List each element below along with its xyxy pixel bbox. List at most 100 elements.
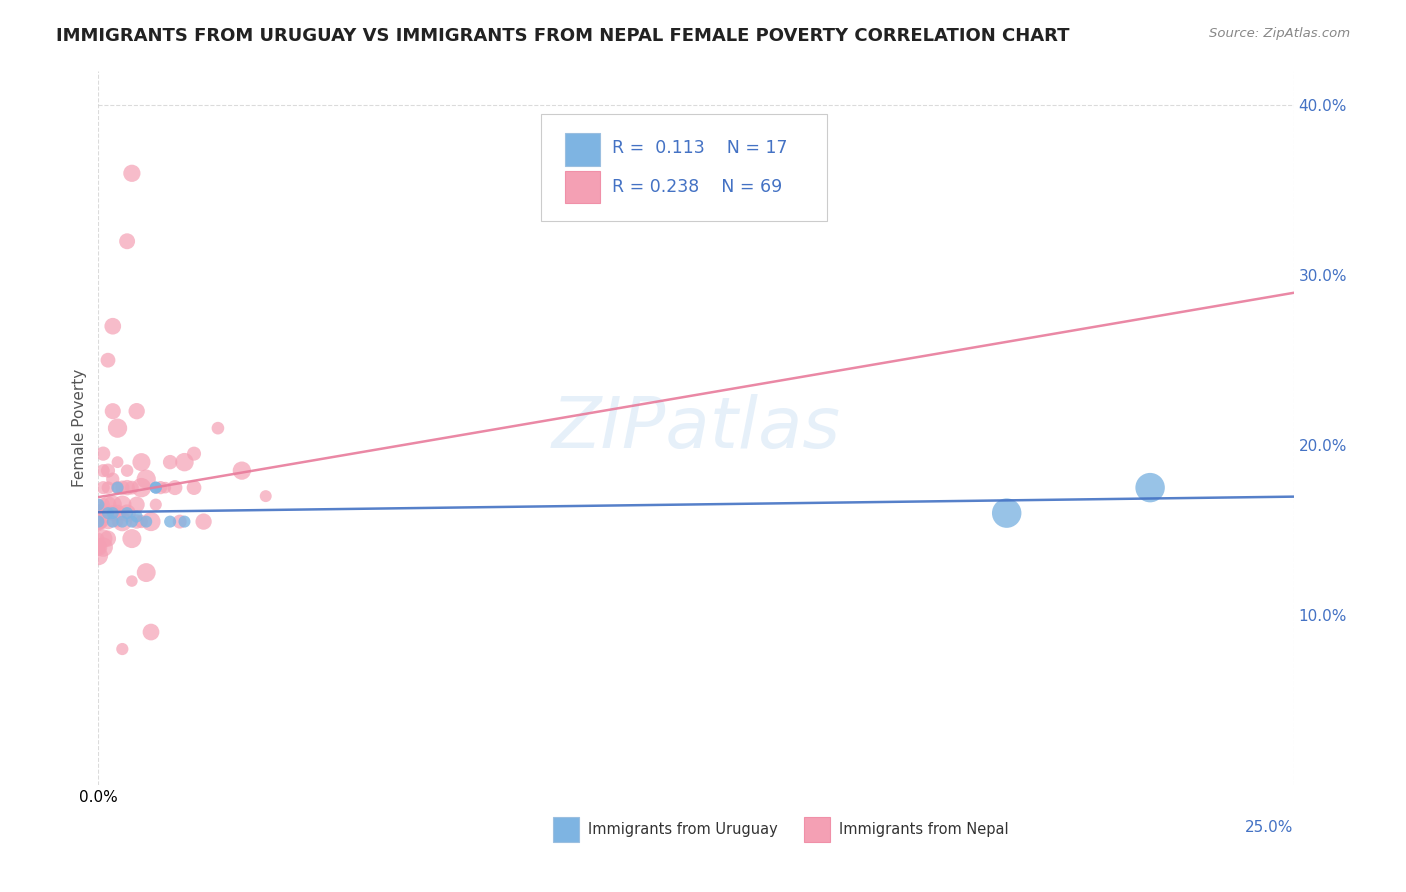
Point <box>97 515 120 529</box>
Point <box>101 515 124 529</box>
Text: IMMIGRANTS FROM URUGUAY VS IMMIGRANTS FROM NEPAL FEMALE POVERTY CORRELATION CHAR: IMMIGRANTS FROM URUGUAY VS IMMIGRANTS FR… <box>56 27 1070 45</box>
Point <box>107 455 129 469</box>
Point <box>121 515 143 529</box>
Point <box>111 515 134 529</box>
Point <box>159 515 181 529</box>
Point <box>91 481 114 495</box>
Point <box>145 481 167 495</box>
Point <box>101 472 124 486</box>
Point <box>101 404 124 418</box>
Point <box>87 515 110 529</box>
Point <box>97 506 120 520</box>
Point <box>111 481 134 495</box>
Point <box>173 515 195 529</box>
Point <box>125 404 148 418</box>
Text: R = 0.238    N = 69: R = 0.238 N = 69 <box>613 178 783 196</box>
Point <box>135 472 157 486</box>
Point <box>87 540 110 554</box>
Point <box>91 540 114 554</box>
Point <box>87 515 110 529</box>
Text: Immigrants from Uruguay: Immigrants from Uruguay <box>589 822 778 837</box>
Point <box>87 515 110 529</box>
Point <box>145 498 167 512</box>
Point <box>135 515 157 529</box>
Point <box>115 506 138 520</box>
Point <box>97 498 120 512</box>
Point <box>254 489 277 503</box>
Text: R =  0.113    N = 17: R = 0.113 N = 17 <box>613 139 787 157</box>
Point <box>995 506 1018 520</box>
Point <box>87 549 110 563</box>
Bar <box>565 171 600 203</box>
Text: ZIPatlas: ZIPatlas <box>551 393 841 463</box>
Point <box>97 506 120 520</box>
Point <box>183 447 205 461</box>
Point <box>115 464 138 478</box>
Point <box>91 498 114 512</box>
Point <box>115 481 138 495</box>
Point <box>149 481 172 495</box>
Point <box>121 166 143 180</box>
Point <box>97 464 120 478</box>
Point <box>135 566 157 580</box>
Point <box>173 455 195 469</box>
Point <box>121 532 143 546</box>
Point <box>121 481 143 495</box>
Point <box>101 319 124 334</box>
Point <box>121 574 143 588</box>
Point <box>145 481 167 495</box>
Point <box>87 515 110 529</box>
Bar <box>565 134 600 166</box>
Point <box>87 506 110 520</box>
Point <box>193 515 215 529</box>
Text: 25.0%: 25.0% <box>1246 821 1294 835</box>
Point <box>125 515 148 529</box>
Point <box>111 642 134 657</box>
Point <box>101 506 124 520</box>
Point <box>87 532 110 546</box>
Point <box>107 421 129 435</box>
Point <box>131 455 153 469</box>
Text: Source: ZipAtlas.com: Source: ZipAtlas.com <box>1209 27 1350 40</box>
Point <box>111 498 134 512</box>
Point <box>107 506 129 520</box>
Point <box>91 515 114 529</box>
Bar <box>804 817 830 842</box>
Bar <box>553 817 579 842</box>
Point <box>87 506 110 520</box>
Y-axis label: Female Poverty: Female Poverty <box>72 369 87 487</box>
Point <box>231 464 253 478</box>
Point <box>87 515 110 529</box>
Point <box>97 353 120 368</box>
Point <box>125 509 148 524</box>
Point <box>115 234 138 248</box>
Point <box>169 515 191 529</box>
Point <box>107 481 129 495</box>
Point <box>107 481 129 495</box>
Point <box>207 421 229 435</box>
Point <box>87 498 110 512</box>
Point <box>139 625 162 640</box>
Point <box>139 515 162 529</box>
Point <box>91 447 114 461</box>
Point <box>155 481 177 495</box>
Point <box>1139 481 1161 495</box>
Point <box>91 464 114 478</box>
Point <box>163 481 186 495</box>
Point <box>97 532 120 546</box>
Point <box>101 498 124 512</box>
Point <box>111 515 134 529</box>
Point <box>107 515 129 529</box>
Text: Immigrants from Nepal: Immigrants from Nepal <box>839 822 1010 837</box>
Point <box>91 532 114 546</box>
Point <box>115 506 138 520</box>
Point <box>125 498 148 512</box>
Point <box>87 540 110 554</box>
Point <box>183 481 205 495</box>
FancyBboxPatch shape <box>541 114 827 221</box>
Point <box>131 515 153 529</box>
Point <box>159 455 181 469</box>
Point <box>131 481 153 495</box>
Point <box>97 481 120 495</box>
Point <box>101 506 124 520</box>
